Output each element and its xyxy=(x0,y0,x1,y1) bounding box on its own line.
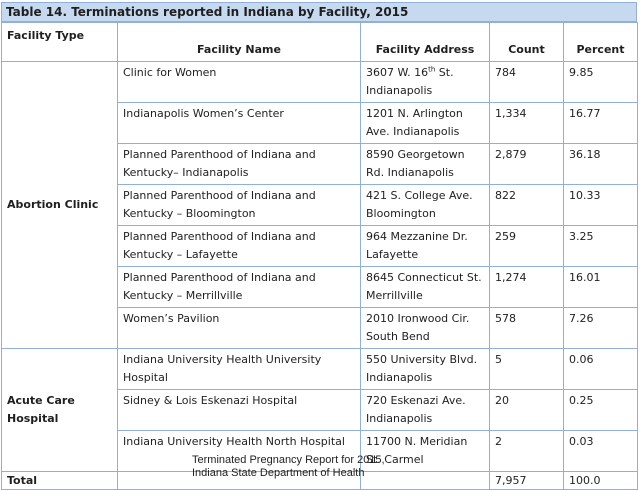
facility-name-cell: Indiana University Health North Hospital xyxy=(117,430,361,472)
source-line-1: Terminated Pregnancy Report for 2015, xyxy=(192,454,385,466)
facility-address-cell: 964 Mezzanine Dr. Lafayette xyxy=(360,225,490,267)
header-row: Facility Type Facility Name Facility Add… xyxy=(1,22,638,62)
facility-type-cell: Abortion Clinic xyxy=(1,61,118,349)
facility-name-cell: Indianapolis Women’s Center xyxy=(117,102,361,144)
header-count: Count xyxy=(489,22,564,62)
facility-name-cell: Planned Parenthood of Indiana and Kentuc… xyxy=(117,184,361,226)
percent-cell: 10.33 xyxy=(563,184,638,226)
count-cell: 1,334 xyxy=(489,102,564,144)
count-cell: 2 xyxy=(489,430,564,472)
facility-address-cell: 2010 Ironwood Cir. South Bend xyxy=(360,307,490,349)
count-cell: 20 xyxy=(489,389,564,431)
count-cell: 822 xyxy=(489,184,564,226)
percent-cell: 3.25 xyxy=(563,225,638,267)
terminations-table: Facility Type Facility Name Facility Add… xyxy=(1,22,638,490)
facility-name-cell: Indiana University Health University Hos… xyxy=(117,348,361,390)
percent-cell: 0.25 xyxy=(563,389,638,431)
header-percent: Percent xyxy=(563,22,638,62)
facility-type-cell: Acute Care Hospital xyxy=(1,348,118,472)
table-row: Planned Parenthood of Indiana and Kentuc… xyxy=(2,184,638,226)
table-row: Planned Parenthood of Indiana and Kentuc… xyxy=(2,266,638,308)
facility-address-cell: 1201 N. Arlington Ave. Indianapolis xyxy=(360,102,490,144)
table-row: Planned Parenthood of Indiana and Kentuc… xyxy=(2,143,638,185)
facility-address-cell: 720 Eskenazi Ave. Indianapolis xyxy=(360,389,490,431)
facility-name-cell: Planned Parenthood of Indiana and Kentuc… xyxy=(117,225,361,267)
total-percent: 100.0 xyxy=(563,471,638,490)
facility-address-cell: 550 University Blvd. Indianapolis xyxy=(360,348,490,390)
table-title: Table 14. Terminations reported in India… xyxy=(1,2,637,22)
count-cell: 2,879 xyxy=(489,143,564,185)
count-cell: 5 xyxy=(489,348,564,390)
table-row: Women’s Pavilion 2010 Ironwood Cir. Sout… xyxy=(2,307,638,349)
percent-cell: 0.06 xyxy=(563,348,638,390)
facility-address-cell: 11700 N. Meridian St. Carmel xyxy=(360,430,490,472)
total-count: 7,957 xyxy=(489,471,564,490)
percent-cell: 16.77 xyxy=(563,102,638,144)
total-label: Total xyxy=(1,471,118,490)
header-facility-address: Facility Address xyxy=(360,22,490,62)
facility-name-cell: Clinic for Women xyxy=(117,61,361,103)
facility-name-cell: Sidney & Lois Eskenazi Hospital xyxy=(117,389,361,431)
percent-cell: 16.01 xyxy=(563,266,638,308)
count-cell: 1,274 xyxy=(489,266,564,308)
table-row: Planned Parenthood of Indiana and Kentuc… xyxy=(2,225,638,267)
facility-name-cell: Planned Parenthood of Indiana and Kentuc… xyxy=(117,266,361,308)
source-note: Terminated Pregnancy Report for 2015, In… xyxy=(192,454,385,480)
percent-cell: 36.18 xyxy=(563,143,638,185)
facility-address-cell: 8590 Georgetown Rd. Indianapolis xyxy=(360,143,490,185)
table-row: Indianapolis Women’s Center 1201 N. Arli… xyxy=(2,102,638,144)
facility-name-cell: Planned Parenthood of Indiana and Kentuc… xyxy=(117,143,361,185)
count-cell: 578 xyxy=(489,307,564,349)
source-line-2: Indiana State Department of Health xyxy=(192,467,365,479)
count-cell: 259 xyxy=(489,225,564,267)
header-facility-type: Facility Type xyxy=(1,22,118,62)
table-row: Indiana University Health North Hospital… xyxy=(2,430,638,472)
facility-address-cell: 421 S. College Ave. Bloomington xyxy=(360,184,490,226)
header-facility-name: Facility Name xyxy=(117,22,361,62)
facility-address-cell: 8645 Connecticut St. Merrillville xyxy=(360,266,490,308)
percent-cell: 7.26 xyxy=(563,307,638,349)
facility-address-cell: 3607 W. 16th St. Indianapolis xyxy=(360,61,490,103)
facility-name-cell: Women’s Pavilion xyxy=(117,307,361,349)
table-row: Abortion Clinic Clinic for Women 3607 W.… xyxy=(1,61,638,349)
count-cell: 784 xyxy=(489,61,564,103)
percent-cell: 0.03 xyxy=(563,430,638,472)
table-row: Acute Care Hospital Indiana University H… xyxy=(1,348,638,472)
percent-cell: 9.85 xyxy=(563,61,638,103)
